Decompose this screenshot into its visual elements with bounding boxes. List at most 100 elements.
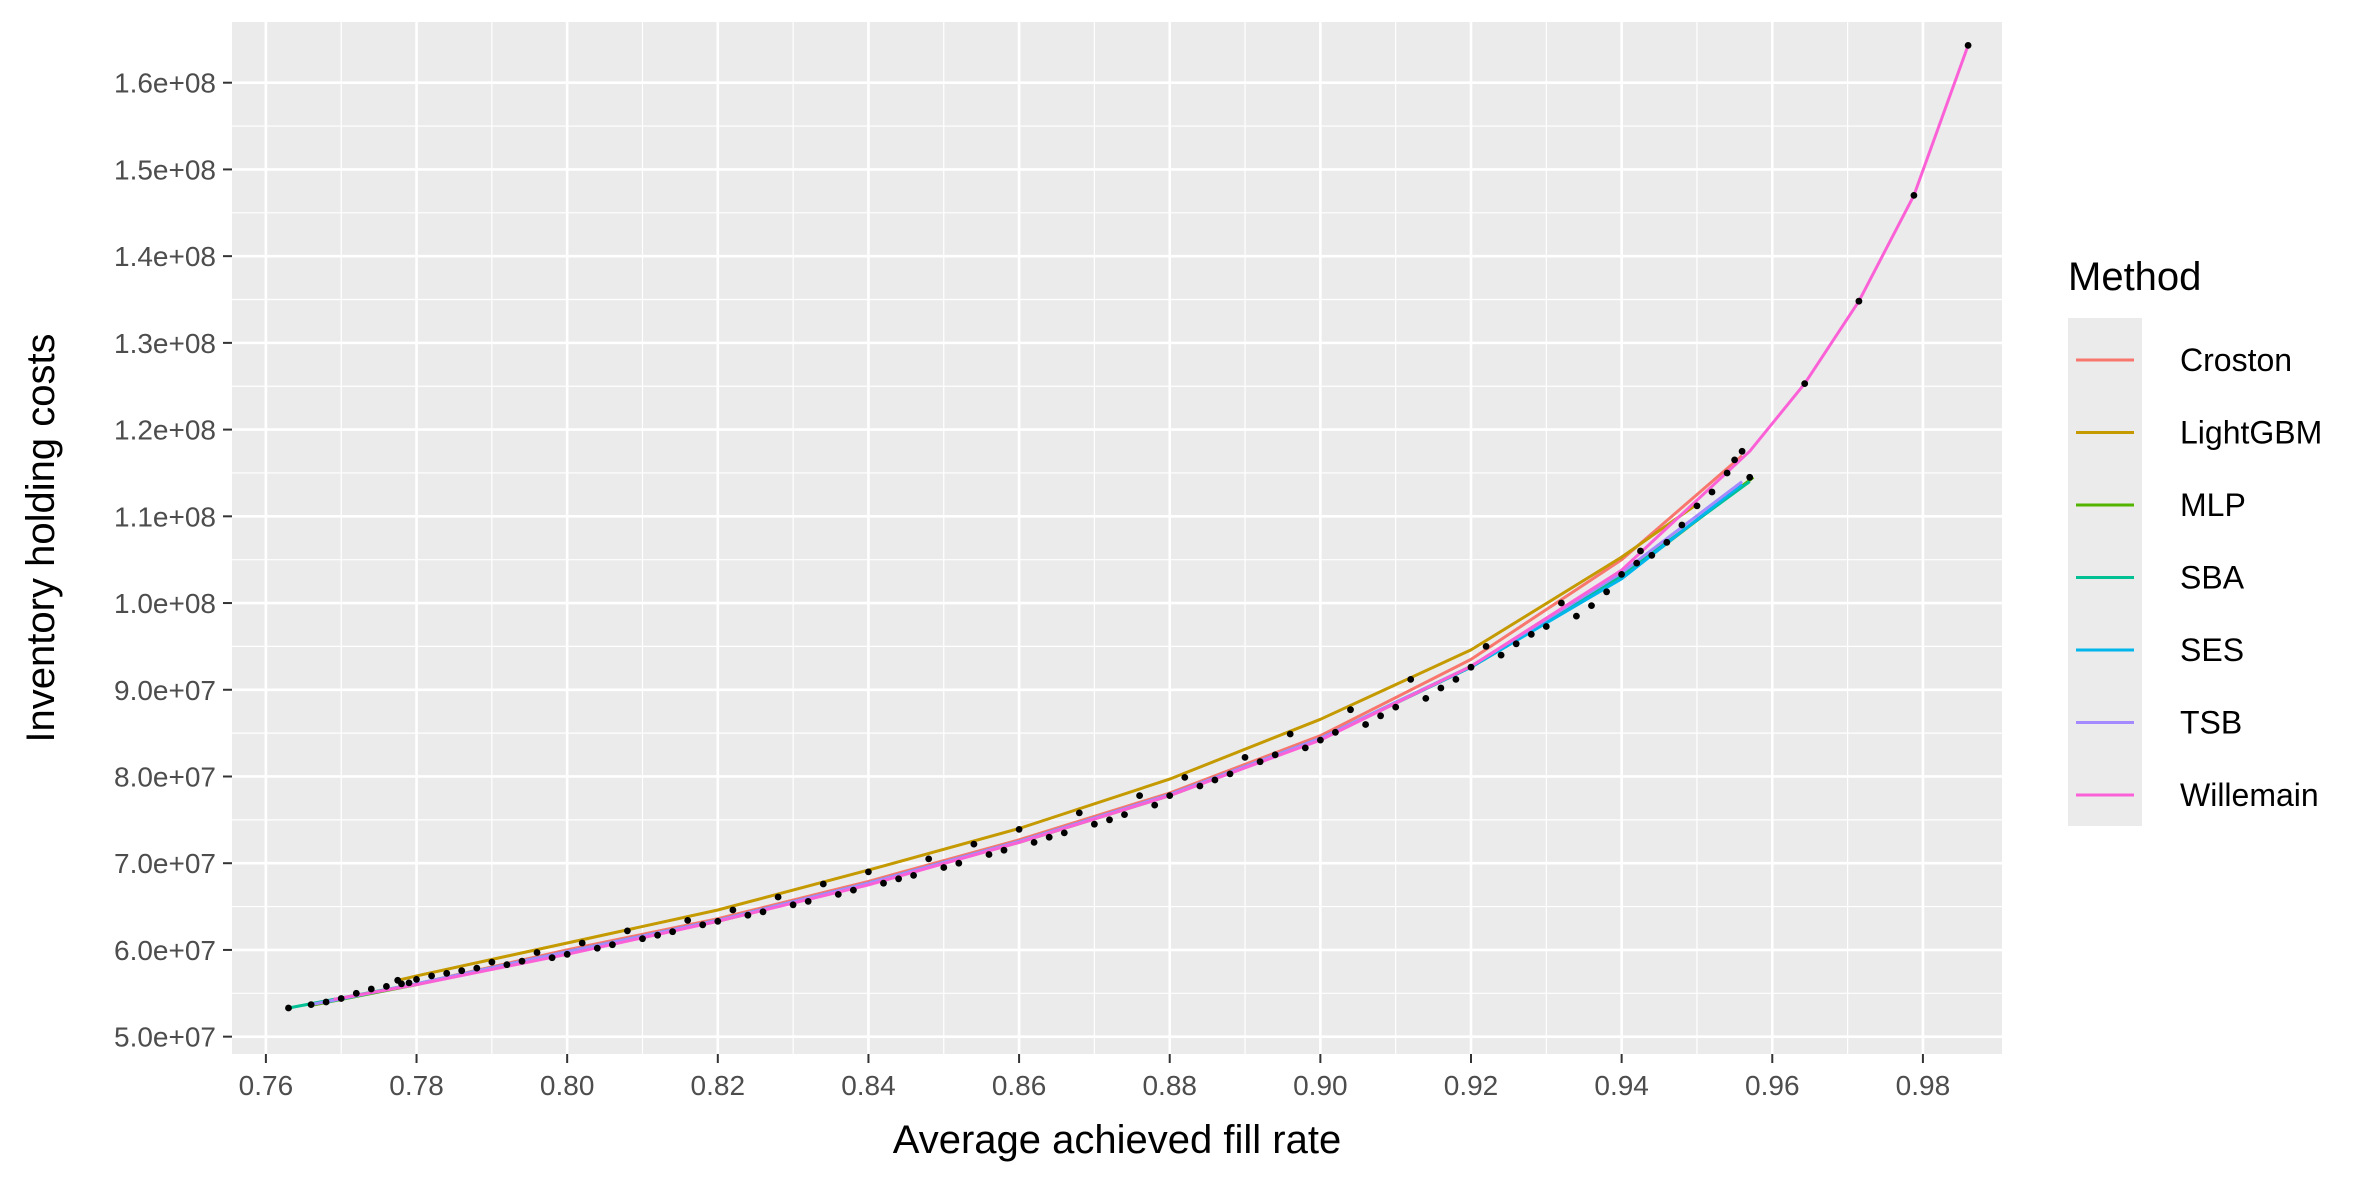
data-point [925, 855, 933, 863]
y-tick-label: 1.1e+08 [114, 501, 216, 532]
data-point [1196, 782, 1204, 790]
y-tick-label: 1.6e+08 [114, 68, 216, 99]
x-tick-label: 0.90 [1293, 1070, 1348, 1101]
data-point [834, 891, 842, 898]
x-tick-label: 0.80 [540, 1070, 595, 1101]
data-point [774, 893, 782, 901]
x-tick-label: 0.94 [1594, 1070, 1649, 1101]
data-point [714, 917, 722, 925]
x-tick-label: 0.86 [992, 1070, 1047, 1101]
data-point [789, 901, 797, 909]
data-point [1731, 456, 1738, 464]
data-point [1332, 728, 1339, 736]
data-point [1091, 820, 1098, 828]
data-point [684, 917, 692, 924]
data-point [1256, 758, 1264, 766]
data-point [1241, 754, 1249, 761]
data-point [394, 976, 402, 984]
data-point [744, 911, 752, 919]
data-point [322, 998, 330, 1006]
data-point [1467, 663, 1475, 671]
x-tick-label: 0.84 [841, 1070, 896, 1101]
data-point [563, 950, 571, 958]
data-point [1573, 612, 1580, 620]
data-point [819, 880, 827, 888]
panel-background [232, 22, 2002, 1054]
data-point [1211, 776, 1219, 784]
data-point [1542, 623, 1550, 630]
y-tick-label: 5.0e+07 [114, 1022, 216, 1053]
data-point [458, 967, 466, 975]
data-point [367, 985, 375, 993]
data-point [1663, 538, 1671, 546]
data-point [1637, 547, 1644, 555]
data-point [1910, 192, 1918, 199]
data-point [443, 969, 451, 977]
data-point [593, 944, 601, 952]
grid-minor [232, 22, 2002, 1054]
data-point [428, 972, 435, 980]
data-point [1746, 473, 1754, 481]
data-point [1693, 502, 1701, 510]
legend-label-sba: SBA [2180, 560, 2245, 596]
y-tick-label: 6.0e+07 [114, 935, 216, 966]
data-point [699, 921, 707, 929]
data-point [669, 928, 676, 936]
data-points [285, 42, 1972, 1012]
data-point [285, 1004, 292, 1012]
data-point [352, 989, 360, 997]
data-point [1392, 703, 1400, 711]
x-axis: 0.76 0.78 0.80 0.82 0.84 0.86 0.88 0.90 0.92 0.94… [239, 1054, 1951, 1101]
data-point [1527, 630, 1535, 638]
y-tick-label: 1.2e+08 [114, 415, 216, 446]
data-point [1512, 640, 1520, 648]
data-point [533, 949, 541, 956]
legend-key-background [2068, 318, 2142, 826]
data-point [1362, 721, 1369, 728]
data-point [1030, 839, 1038, 846]
legend-label-croston: Croston [2180, 342, 2292, 378]
data-point [639, 935, 646, 943]
y-tick-label: 8.0e+07 [114, 761, 216, 792]
data-point [759, 908, 767, 916]
data-point [1301, 744, 1309, 752]
data-point [307, 1001, 315, 1008]
y-tick-label: 9.0e+07 [114, 675, 216, 706]
data-point [488, 958, 496, 966]
y-axis-title: Inventory holding costs [19, 333, 63, 742]
data-point [955, 859, 963, 867]
data-point [940, 864, 948, 871]
data-point [880, 879, 887, 887]
data-point [1648, 551, 1656, 559]
data-point [1407, 676, 1415, 683]
y-tick-label: 1.3e+08 [114, 328, 216, 359]
data-point [1060, 829, 1068, 837]
data-point [1075, 809, 1083, 817]
data-point [1738, 447, 1746, 455]
data-point [1618, 571, 1625, 578]
y-tick-label: 7.0e+07 [114, 848, 216, 879]
data-point [1121, 811, 1128, 818]
data-point [1000, 846, 1008, 854]
y-tick-label: 1.0e+08 [114, 588, 216, 619]
data-point [1708, 488, 1716, 496]
data-point [1497, 651, 1505, 659]
x-tick-label: 0.76 [239, 1070, 294, 1101]
data-point [1422, 695, 1430, 702]
data-point [1964, 42, 1972, 49]
x-tick-label: 0.96 [1745, 1070, 1800, 1101]
data-point [895, 875, 902, 883]
data-point [1633, 559, 1641, 567]
x-axis-title: Average achieved fill rate [893, 1118, 1341, 1162]
data-point [473, 964, 481, 972]
x-tick-label: 0.98 [1896, 1070, 1951, 1101]
data-point [405, 979, 413, 987]
legend-title: Method [2068, 255, 2201, 299]
data-point [910, 872, 917, 879]
data-point [1558, 599, 1565, 607]
data-point [503, 961, 511, 969]
legend-label-mlp: MLP [2180, 487, 2246, 523]
data-point [1226, 770, 1234, 778]
data-point [1855, 297, 1863, 305]
